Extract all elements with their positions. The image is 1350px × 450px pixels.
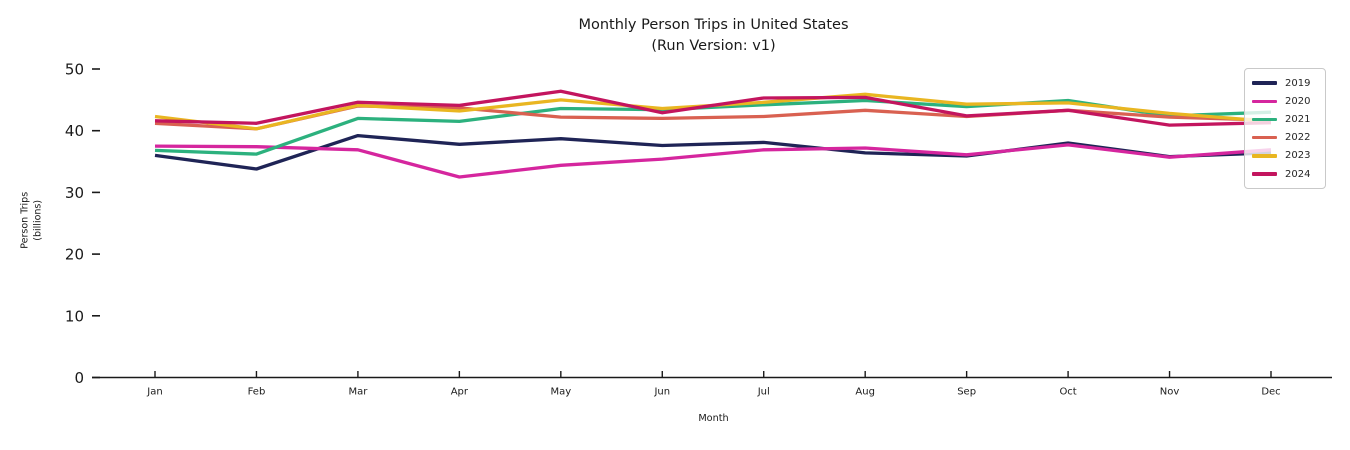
x-tick-label: Dec	[1261, 387, 1280, 398]
x-tick-label: Sep	[957, 387, 976, 398]
legend-item-2024: 2024	[1252, 165, 1317, 183]
x-tick-label: Apr	[451, 387, 469, 398]
legend-item-2021: 2021	[1252, 110, 1317, 128]
x-axis-label: Month	[698, 413, 729, 424]
series-line-2019	[154, 133, 1272, 171]
legend-swatch-2024	[1252, 172, 1277, 176]
x-tick-label: Mar	[348, 387, 368, 398]
legend-label-2023: 2023	[1285, 150, 1311, 162]
y-tick-label: 20	[65, 246, 84, 264]
legend-swatch-2023	[1252, 154, 1277, 158]
y-tick-label: 0	[74, 369, 84, 387]
legend-swatch-2020	[1252, 99, 1277, 103]
y-tick-label: 40	[65, 122, 84, 140]
x-tick-label: May	[550, 387, 571, 398]
x-tick-label: Feb	[248, 387, 266, 398]
legend-item-2022: 2022	[1252, 129, 1317, 147]
legend-swatch-2019	[1252, 81, 1277, 85]
legend: 2019 2020 2021 2022 2023 2024	[1244, 68, 1326, 190]
legend-item-2020: 2020	[1252, 92, 1317, 110]
x-tick-label: Jun	[653, 387, 670, 398]
legend-label-2022: 2022	[1285, 132, 1311, 144]
x-tick-label: Nov	[1160, 387, 1180, 398]
legend-item-2023: 2023	[1252, 147, 1317, 165]
y-axis-label-line2: (billions)	[33, 199, 44, 241]
chart-title-line1: Monthly Person Trips in United States	[578, 17, 849, 33]
legend-swatch-2022	[1252, 135, 1277, 140]
y-tick-label: 30	[65, 184, 84, 202]
x-tick-label: Aug	[855, 387, 875, 398]
y-axis-label: Person Trips (billions)	[19, 160, 46, 280]
x-tick-label: Jul	[757, 387, 770, 398]
x-tick-label: Jan	[146, 387, 162, 398]
y-tick-label: 10	[65, 307, 84, 325]
series-line-2024	[154, 89, 1272, 127]
series-line-2020	[154, 143, 1272, 179]
legend-label-2020: 2020	[1285, 95, 1311, 107]
legend-item-2019: 2019	[1252, 74, 1317, 92]
y-tick-label: 50	[65, 61, 84, 79]
legend-label-2019: 2019	[1285, 77, 1311, 89]
chart-title: Monthly Person Trips in United States (R…	[95, 15, 1332, 56]
legend-label-2021: 2021	[1285, 113, 1311, 125]
chart-title-line2: (Run Version: v1)	[651, 37, 776, 54]
legend-swatch-2021	[1252, 117, 1277, 122]
y-axis-label-line1: Person Trips	[19, 191, 31, 249]
x-tick-label: Oct	[1059, 387, 1076, 398]
legend-label-2024: 2024	[1285, 168, 1311, 180]
